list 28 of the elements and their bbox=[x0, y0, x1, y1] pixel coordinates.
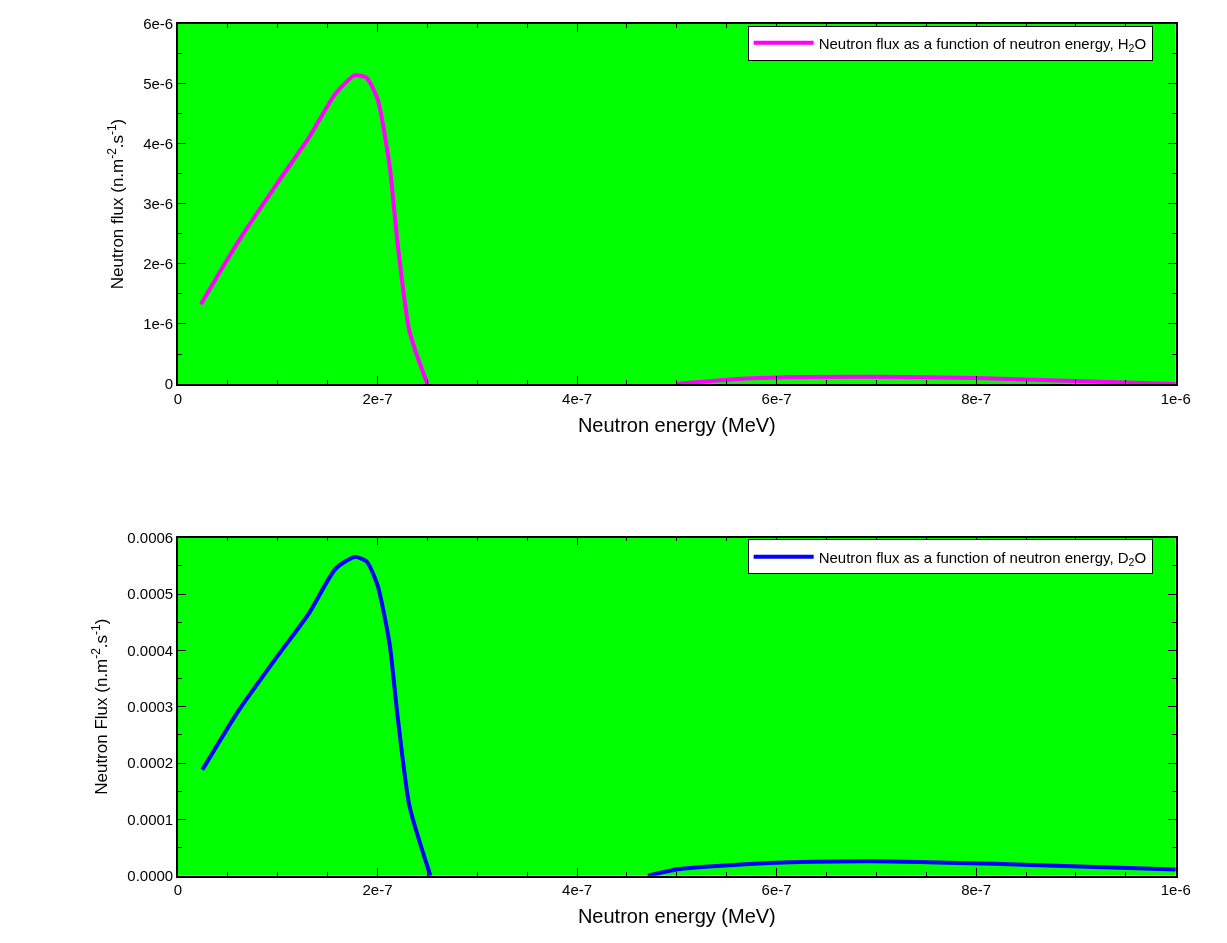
y-tick-label: 0 bbox=[164, 375, 174, 393]
y-tick-label: 1e-6 bbox=[143, 315, 174, 333]
legend-label: Neutron flux as a function of neutron energy, H$_{2}$O bbox=[818, 34, 1147, 54]
x-tick-label: 8e-7 bbox=[961, 881, 992, 899]
legend-label: Neutron flux as a function of neutron energy, D$_{2}$O bbox=[818, 548, 1147, 568]
x-tick-label: 2e-7 bbox=[362, 389, 393, 407]
x-tick-label: 4e-7 bbox=[562, 881, 593, 899]
x-tick-label: 1e-6 bbox=[1160, 389, 1191, 407]
y-tick-label: 0.0000 bbox=[127, 866, 174, 884]
y-tick-label: 3e-6 bbox=[143, 195, 174, 213]
x-tick-label: 6e-7 bbox=[761, 389, 792, 407]
y-tick-label: 0.0001 bbox=[127, 810, 174, 828]
x-tick-label: 6e-7 bbox=[761, 881, 792, 899]
y-tick-label: 5e-6 bbox=[143, 75, 174, 93]
x-tick-label: 4e-7 bbox=[562, 389, 593, 407]
y-tick-label: 0.0002 bbox=[127, 754, 174, 772]
x-tick-label: 8e-7 bbox=[961, 389, 992, 407]
y-tick-label: 2e-6 bbox=[143, 255, 174, 273]
y-tick-label: 4e-6 bbox=[143, 135, 174, 153]
x-tick-label: 1e-6 bbox=[1160, 881, 1191, 899]
y-tick-label: 0.0005 bbox=[127, 585, 174, 603]
y-tick-label: 0.0004 bbox=[127, 641, 174, 659]
y-tick-label: 0.0006 bbox=[127, 529, 174, 546]
x-axis-title: Neutron energy (MeV) bbox=[577, 413, 776, 436]
y-tick-label: 0.0003 bbox=[127, 698, 174, 715]
x-tick-label: 2e-7 bbox=[362, 881, 393, 899]
x-axis-title: Neutron energy (MeV) bbox=[577, 905, 776, 928]
y-tick-label: 6e-6 bbox=[143, 15, 174, 33]
